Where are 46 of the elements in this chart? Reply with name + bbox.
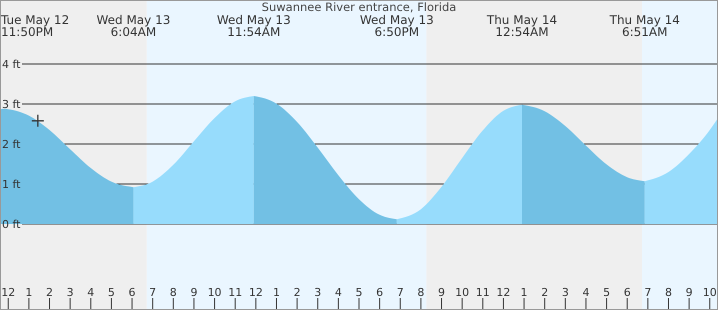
y-tick-label: 3 ft bbox=[2, 98, 22, 111]
x-tick-label: 8 bbox=[664, 286, 672, 299]
x-tick-label: 9 bbox=[438, 286, 446, 299]
x-tick-label: 1 bbox=[272, 286, 280, 299]
y-tick-label: 4 ft bbox=[2, 58, 22, 71]
x-tick-label: 12 bbox=[1, 286, 16, 299]
x-tick-label: 12 bbox=[248, 286, 263, 299]
x-tick-label: 7 bbox=[644, 286, 652, 299]
x-tick-label: 6 bbox=[624, 286, 631, 299]
y-tick-label: 2 ft bbox=[2, 138, 22, 151]
x-tick-label: 7 bbox=[396, 286, 404, 299]
x2-tick-label: Wed May 13 6:04AM bbox=[96, 13, 170, 39]
x-tick-label: 9 bbox=[190, 286, 198, 299]
y-tick-label: 1 ft bbox=[2, 178, 22, 191]
x-tick-label: 8 bbox=[417, 286, 424, 299]
x-tick-label: 4 bbox=[334, 286, 342, 299]
x-tick-label: 2 bbox=[294, 286, 301, 299]
x-tick-label: 2 bbox=[46, 286, 54, 299]
x2-tick-label: Thu May 14 6:51AM bbox=[608, 13, 680, 39]
x-tick-label: 12 bbox=[496, 286, 510, 299]
chart-title: Suwannee River entrance, Florida bbox=[262, 0, 456, 14]
x-tick-label: 7 bbox=[149, 286, 156, 299]
x-tick-label: 4 bbox=[582, 286, 590, 299]
x2-tick-label: Wed May 13 11:54AM bbox=[216, 13, 291, 39]
x-tick-label: 10 bbox=[702, 286, 717, 299]
x2-tick-label: Thu May 14 12:54AM bbox=[486, 13, 558, 39]
x-tick-label: 5 bbox=[603, 286, 610, 299]
x-tick-label: 1 bbox=[520, 286, 528, 299]
x2-tick-label: Tue May 12 11:50PM bbox=[0, 13, 70, 39]
x-tick-label: 5 bbox=[356, 286, 362, 299]
x-tick-label: 3 bbox=[314, 286, 322, 299]
x-tick-label: 3 bbox=[66, 286, 74, 299]
x-tick-label: 10 bbox=[455, 286, 470, 299]
x-tick-label: 11 bbox=[228, 286, 242, 299]
x2-tick-label: Wed May 13 6:50PM bbox=[360, 13, 434, 39]
x-tick-label: 5 bbox=[108, 286, 115, 299]
x-tick-label: 4 bbox=[87, 286, 94, 299]
x-tick-label: 3 bbox=[562, 286, 569, 299]
x-tick-label: 9 bbox=[686, 286, 693, 299]
x-tick-label: 8 bbox=[170, 286, 177, 299]
x-tick-label: 6 bbox=[376, 286, 384, 299]
x-tick-label: 1 bbox=[25, 286, 32, 299]
x-tick-label: 2 bbox=[541, 286, 548, 299]
x-tick-label: 6 bbox=[128, 286, 136, 299]
x-tick-label: 10 bbox=[208, 286, 222, 299]
x-tick-label: 11 bbox=[476, 286, 490, 299]
